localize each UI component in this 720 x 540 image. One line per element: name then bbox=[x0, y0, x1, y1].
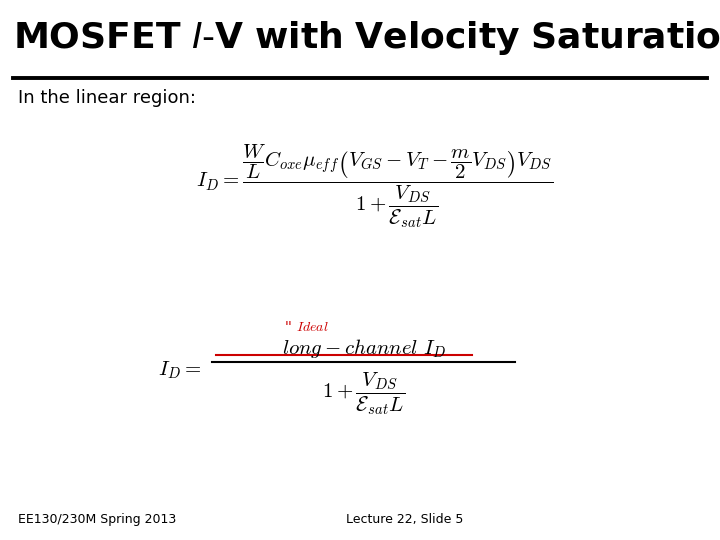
Text: EE130/230M Spring 2013: EE130/230M Spring 2013 bbox=[18, 514, 176, 526]
Text: $1+\dfrac{V_{DS}}{\mathcal{E}_{sat}L}$: $1+\dfrac{V_{DS}}{\mathcal{E}_{sat}L}$ bbox=[322, 371, 405, 417]
Text: $\mathit{long-channel}\ I_D$: $\mathit{long-channel}\ I_D$ bbox=[282, 337, 446, 360]
Text: $I_D =$: $I_D =$ bbox=[158, 359, 202, 381]
Text: Lecture 22, Slide 5: Lecture 22, Slide 5 bbox=[346, 514, 463, 526]
Text: $I_D = \dfrac{\dfrac{W}{L}C_{oxe}\mu_{eff}\left(V_{GS}-V_T-\dfrac{m}{2}V_{DS}\ri: $I_D = \dfrac{\dfrac{W}{L}C_{oxe}\mu_{ef… bbox=[196, 143, 553, 230]
Text: In the linear region:: In the linear region: bbox=[18, 89, 196, 107]
Text: $\bf{MOSFET}$ $\mathbf{\mathit{I}\text{-}V}$ $\bf{with\ Velocity\ Saturation}$: $\bf{MOSFET}$ $\mathbf{\mathit{I}\text{-… bbox=[13, 19, 720, 57]
Text: '' $\mathit{Ideal}$: '' $\mathit{Ideal}$ bbox=[284, 320, 329, 334]
